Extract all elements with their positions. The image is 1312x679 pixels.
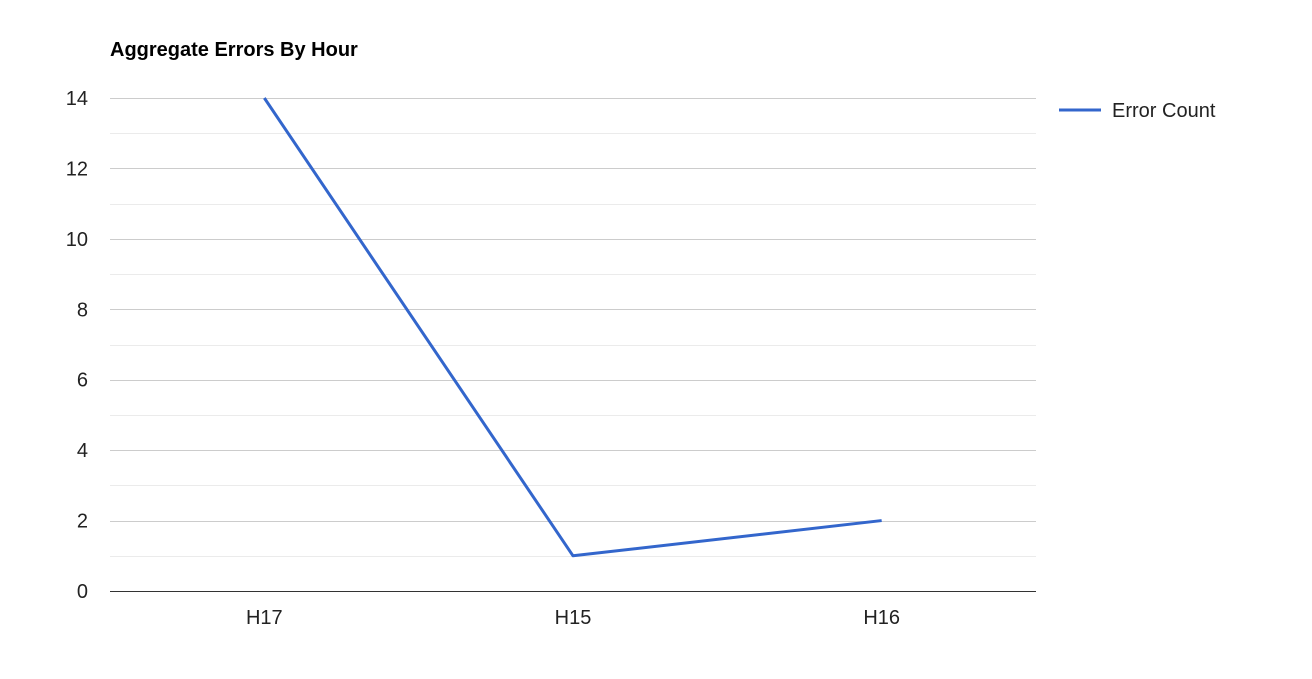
series-layer (257, 91, 889, 563)
data-point[interactable] (257, 91, 271, 105)
series-line[interactable] (263, 97, 882, 558)
x-tick-label: H15 (555, 607, 592, 629)
y-tick-label: 0 (77, 581, 88, 603)
y-tick-label: 6 (77, 370, 88, 392)
chart-title: Aggregate Errors By Hour (110, 39, 358, 61)
legend-item[interactable]: Error Count (1059, 100, 1216, 122)
y-tick-label: 14 (66, 88, 88, 110)
y-tick-label: 8 (77, 299, 88, 321)
legend-label: Error Count (1112, 100, 1216, 122)
y-tick-label: 4 (77, 440, 88, 462)
data-point[interactable] (875, 514, 889, 528)
gridlines (110, 98, 1036, 592)
legend[interactable]: Error Count (1059, 100, 1216, 122)
y-tick-label: 12 (66, 158, 88, 180)
data-point[interactable] (566, 549, 580, 563)
y-tick-label: 2 (77, 511, 88, 533)
x-axis-ticks: H17 H15 H16 (246, 607, 900, 629)
x-tick-label: H16 (863, 607, 900, 629)
y-tick-label: 10 (66, 229, 88, 251)
y-axis-ticks: 0 2 4 6 8 10 12 14 (66, 88, 88, 603)
x-tick-label: H17 (246, 607, 283, 629)
